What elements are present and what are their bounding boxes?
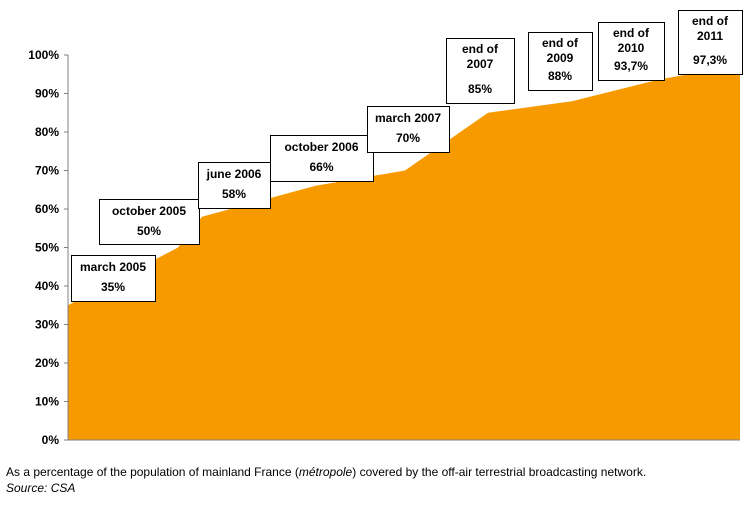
callout-value: 70% [396, 131, 420, 145]
coverage-area-chart: 0% 10% 20% 30% 40% 50% 60% 70% 80% 90% 100% march … [28, 10, 743, 447]
callout-label: 2007 [467, 57, 494, 71]
callout-value: 97,3% [693, 53, 727, 67]
data-callout: october 2005 50% [99, 199, 200, 245]
callout-label: october 2005 [112, 204, 186, 218]
callout-label: march 2007 [375, 111, 441, 125]
callout-box [678, 10, 743, 75]
callout-box [598, 22, 665, 81]
callout-label: end of [692, 14, 729, 28]
callout-box [71, 255, 156, 302]
y-tick-label: 30% [35, 318, 59, 332]
callout-box [528, 32, 593, 91]
y-tick-label: 60% [35, 202, 59, 216]
y-tick-label: 80% [35, 125, 59, 139]
callout-value: 66% [309, 160, 333, 174]
callout-label: june 2006 [206, 167, 262, 181]
callout-value: 93,7% [614, 59, 648, 73]
callout-box [270, 135, 374, 182]
callout-value: 58% [222, 187, 246, 201]
caption-description: As a percentage of the population of mai… [6, 464, 746, 480]
callout-value: 88% [548, 69, 572, 83]
data-callout: june 2006 58% [198, 162, 271, 209]
callout-label: 2009 [547, 51, 574, 65]
callout-box [446, 38, 515, 104]
data-callout: october 2006 66% [270, 135, 374, 182]
callout-box [99, 199, 200, 245]
callout-label: march 2005 [80, 260, 146, 274]
y-tick-label: 90% [35, 87, 59, 101]
y-tick-label: 20% [35, 356, 59, 370]
caption-text-before: As a percentage of the population of mai… [6, 465, 299, 479]
callout-label: end of [462, 42, 499, 56]
y-tick-label: 50% [35, 241, 59, 255]
coverage-area [68, 65, 740, 441]
callout-label: 2010 [618, 41, 645, 55]
y-tick-label: 70% [35, 164, 59, 178]
y-tick-label: 40% [35, 279, 59, 293]
callout-label: end of [542, 36, 579, 50]
y-tick-label: 10% [35, 395, 59, 409]
chart-caption: As a percentage of the population of mai… [6, 464, 746, 496]
callout-value: 85% [468, 82, 492, 96]
caption-text-after: ) covered by the off-air terrestrial bro… [352, 465, 647, 479]
callout-value: 35% [101, 280, 125, 294]
y-tick-label: 0% [42, 433, 60, 447]
callout-label: end of [613, 26, 650, 40]
data-callout: march 2007 70% [367, 106, 450, 153]
caption-source: Source: CSA [6, 481, 76, 495]
callout-label: october 2006 [284, 140, 358, 154]
callout-box [367, 106, 450, 153]
callout-box [198, 162, 271, 209]
data-callout: march 2005 35% [71, 255, 156, 302]
caption-italic-term: métropole [298, 465, 353, 479]
callout-value: 50% [137, 224, 161, 238]
y-tick-label: 100% [28, 48, 59, 62]
callout-label: 2011 [697, 29, 723, 43]
